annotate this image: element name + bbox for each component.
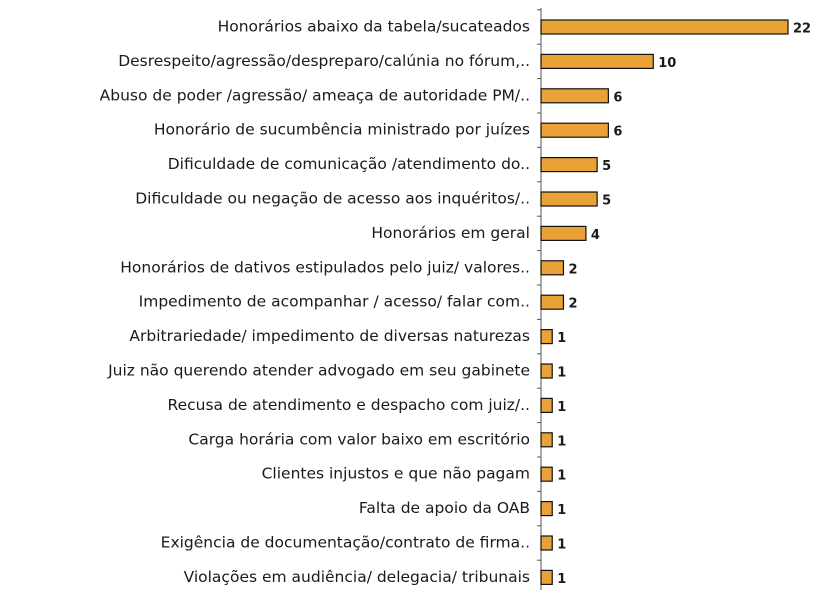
category-label: Arbitrariedade/ impedimento de diversas … bbox=[129, 327, 530, 345]
value-label: 1 bbox=[557, 503, 566, 518]
value-label: 1 bbox=[557, 366, 566, 381]
category-label: Dificuldade de comunicação /atendimento … bbox=[168, 155, 530, 173]
bar bbox=[540, 501, 553, 517]
value-label: 1 bbox=[557, 434, 566, 449]
bar bbox=[540, 397, 553, 413]
value-label: 6 bbox=[613, 90, 622, 105]
bar bbox=[540, 88, 609, 104]
category-label: Honorários em geral bbox=[371, 224, 530, 242]
value-label: 1 bbox=[557, 469, 566, 484]
value-label: 4 bbox=[591, 228, 600, 243]
value-label: 2 bbox=[568, 262, 577, 277]
value-label: 22 bbox=[793, 22, 811, 37]
bar bbox=[540, 19, 789, 35]
category-label: Honorários abaixo da tabela/sucateados bbox=[218, 18, 530, 36]
value-label: 1 bbox=[557, 572, 566, 587]
value-label: 5 bbox=[602, 194, 611, 209]
category-label: Recusa de atendimento e despacho com jui… bbox=[168, 396, 530, 414]
bar bbox=[540, 225, 587, 241]
value-label: 10 bbox=[658, 56, 676, 71]
bar bbox=[540, 329, 553, 345]
bar bbox=[540, 535, 553, 551]
value-label: 5 bbox=[602, 159, 611, 174]
category-label: Carga horária com valor baixo em escritó… bbox=[188, 430, 530, 448]
category-label: Juiz não querendo atender advogado em se… bbox=[107, 362, 530, 380]
bar bbox=[540, 122, 609, 138]
bar bbox=[540, 432, 553, 448]
bar bbox=[540, 569, 553, 586]
bar bbox=[540, 294, 565, 310]
category-label: Falta de apoio da OAB bbox=[359, 499, 530, 517]
value-label: 1 bbox=[557, 538, 566, 553]
category-label: Honorários de dativos estipulados pelo j… bbox=[120, 258, 530, 276]
value-label: 2 bbox=[568, 297, 577, 312]
bar bbox=[540, 260, 565, 276]
bar bbox=[540, 53, 654, 70]
category-label: Exigência de documentação/contrato de fi… bbox=[161, 534, 530, 552]
category-label: Violações em audiência/ delegacia/ tribu… bbox=[184, 568, 530, 586]
category-label: Abuso de poder /agressão/ ameaça de auto… bbox=[100, 86, 530, 104]
bar bbox=[540, 363, 553, 379]
value-label: 1 bbox=[557, 331, 566, 346]
bar bbox=[540, 466, 553, 482]
category-label: Desrespeito/agressão/despreparo/calúnia … bbox=[118, 52, 530, 70]
bar bbox=[540, 157, 598, 173]
bar bbox=[540, 191, 598, 207]
category-label: Clientes injustos e que não pagam bbox=[262, 465, 530, 483]
category-label: Honorário de sucumbência ministrado por … bbox=[154, 121, 530, 139]
value-label: 6 bbox=[613, 125, 622, 140]
category-label: Dificuldade ou negação de acesso aos inq… bbox=[135, 190, 530, 208]
value-label: 1 bbox=[557, 400, 566, 415]
category-label: Impedimento de acompanhar / acesso/ fala… bbox=[139, 293, 530, 311]
